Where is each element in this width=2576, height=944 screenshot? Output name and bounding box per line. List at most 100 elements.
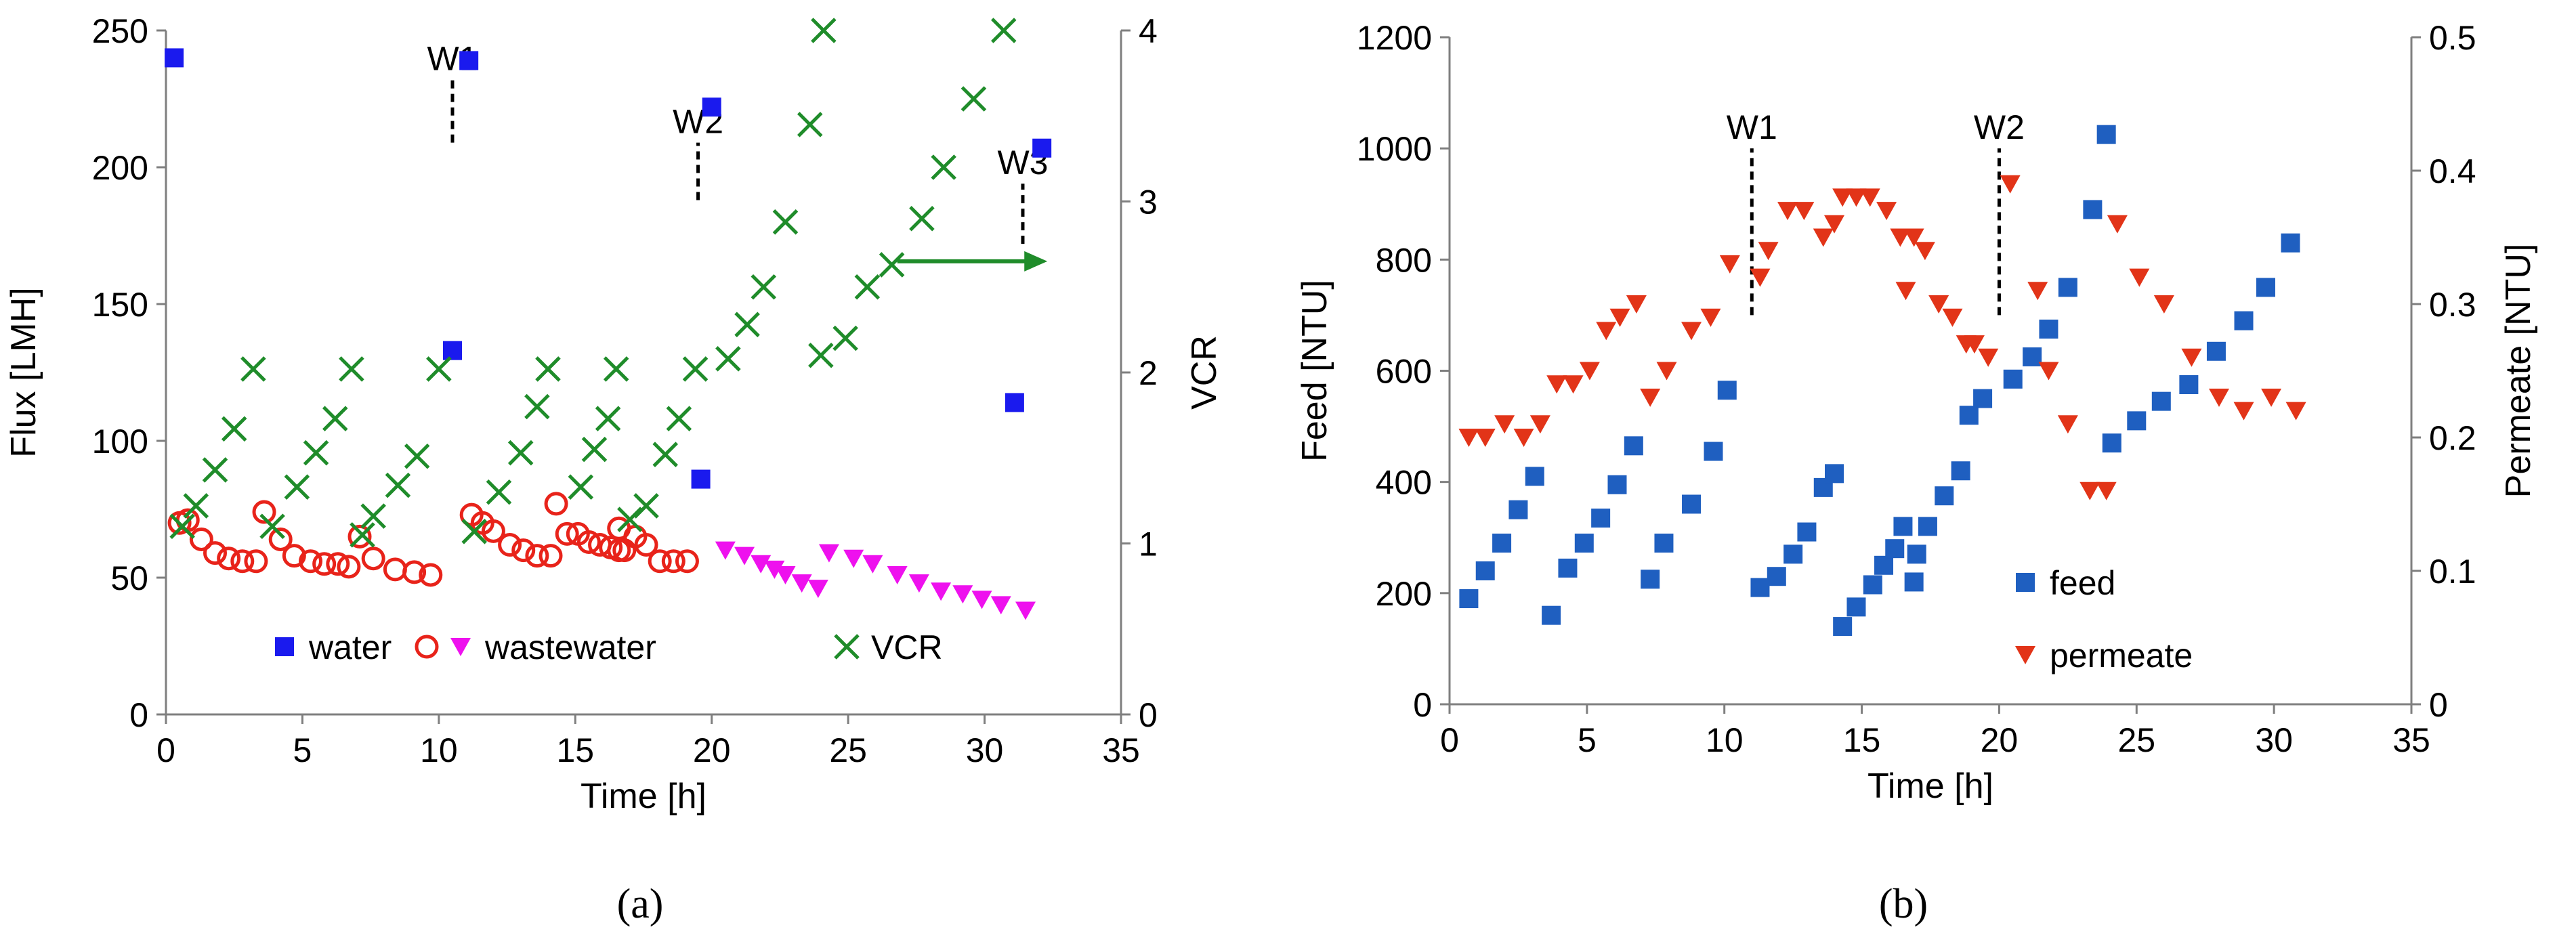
vcr-point <box>879 252 905 278</box>
y-tick-label: 800 <box>1376 241 1432 279</box>
y-tick-label: 600 <box>1376 353 1432 391</box>
vcr-point <box>581 436 608 463</box>
feed-point <box>1973 389 1993 408</box>
legend-marker <box>834 634 860 660</box>
feed-point <box>2003 369 2023 389</box>
vcr-point <box>931 154 956 180</box>
permeate-point <box>1978 348 1999 367</box>
wastewater-point <box>887 565 908 584</box>
wastewater-point <box>189 527 213 551</box>
permeate-point <box>1700 308 1721 327</box>
y2-tick-label: 0.3 <box>2429 286 2476 324</box>
feed-point <box>1797 522 1817 542</box>
water-point <box>165 48 184 68</box>
permeate-point <box>1609 308 1630 327</box>
y2-tick-label: 0.4 <box>2429 152 2476 190</box>
legend-label: wastewater <box>484 628 656 666</box>
y-axis-title: Flux [LMH] <box>4 287 43 457</box>
wastewater-point <box>634 533 658 557</box>
vcr-point <box>666 406 692 431</box>
feed-point <box>2058 278 2077 297</box>
vcr-point <box>991 18 1017 43</box>
legend-marker <box>2015 646 2035 664</box>
wastewater-point <box>498 533 522 557</box>
permeate-point <box>1546 375 1567 394</box>
permeate-point <box>1859 188 1880 207</box>
wastewater-point <box>337 555 361 579</box>
permeate-point <box>1579 362 1600 381</box>
vcr-point <box>811 18 837 43</box>
feed-point <box>2179 375 2199 395</box>
water-point <box>691 469 711 489</box>
wastewater-point <box>791 574 812 593</box>
y2-tick-label: 2 <box>1139 354 1158 392</box>
feed-point <box>1508 500 1528 519</box>
x-tick-label: 15 <box>556 731 594 769</box>
permeate-point <box>1681 322 1702 341</box>
y-tick-label: 400 <box>1376 464 1432 502</box>
feed-point <box>2096 125 2116 144</box>
vcr-point <box>524 393 550 420</box>
feed-point <box>2083 200 2103 219</box>
feed-point <box>2206 341 2226 361</box>
feed-point <box>1704 442 1723 461</box>
wastewater-point <box>299 549 323 574</box>
vcr-point <box>303 439 329 466</box>
y-tick-label: 200 <box>1376 575 1432 613</box>
permeate-point <box>2038 362 2059 381</box>
wastewater-point <box>326 552 350 576</box>
wastewater-point <box>511 538 536 563</box>
feed-point <box>1783 544 1803 564</box>
wastewater-point <box>971 591 992 609</box>
permeate-point <box>2079 481 2100 500</box>
permeate-point <box>2261 388 2282 407</box>
permeate-point <box>2057 415 2078 434</box>
vcr-point <box>284 474 310 500</box>
vcr-point <box>486 479 512 505</box>
wastewater-point <box>648 549 672 574</box>
permeate-point <box>1563 375 1584 394</box>
y-tick-label: 50 <box>110 559 148 597</box>
permeate-point <box>1813 228 1834 247</box>
y2-tick-label: 0.1 <box>2429 553 2476 591</box>
wastewater-point <box>751 555 772 574</box>
wastewater-point <box>908 574 929 593</box>
wastewater-point <box>525 544 549 568</box>
feed-point <box>1885 539 1905 559</box>
y-tick-label: 0 <box>1413 686 1432 724</box>
permeate-point <box>1794 202 1815 221</box>
wastewater-point <box>555 521 579 546</box>
feed-point <box>1874 555 1894 575</box>
x-tick-label: 25 <box>2117 721 2155 759</box>
vcr-point <box>734 312 760 338</box>
permeate-point <box>1895 282 1916 301</box>
vcr-point <box>617 507 643 532</box>
permeate-point <box>1846 188 1867 207</box>
vcr-point <box>603 356 629 382</box>
permeate-point <box>2153 295 2174 314</box>
vcr-point <box>183 493 209 519</box>
x-tick-label: 35 <box>1102 731 1140 769</box>
permeate-point <box>2233 402 2254 421</box>
vcr-point <box>715 346 741 372</box>
feed-point <box>1525 467 1544 486</box>
feed-point <box>1904 572 1924 592</box>
permeate-point <box>2181 348 2202 367</box>
x-tick-label: 15 <box>1843 721 1881 759</box>
y-axis-title: Feed [NTU] <box>1295 280 1334 462</box>
wastewater-point <box>1015 601 1036 620</box>
permeate-point <box>1596 322 1617 341</box>
y2-tick-label: 0 <box>1139 696 1158 734</box>
permeate-point <box>1824 215 1844 234</box>
permeate-point <box>1928 295 1949 314</box>
feed-point <box>2281 233 2300 253</box>
legend-label: VCR <box>871 628 943 666</box>
legend-label: water <box>308 628 392 666</box>
vcr-point <box>240 356 266 382</box>
wastewater-point <box>818 544 839 563</box>
legend-label: feed <box>2050 564 2115 602</box>
y2-tick-label: 4 <box>1139 12 1158 50</box>
permeate-point <box>2107 215 2128 234</box>
permeate-point <box>2000 175 2021 194</box>
feed-point <box>1951 461 1970 481</box>
